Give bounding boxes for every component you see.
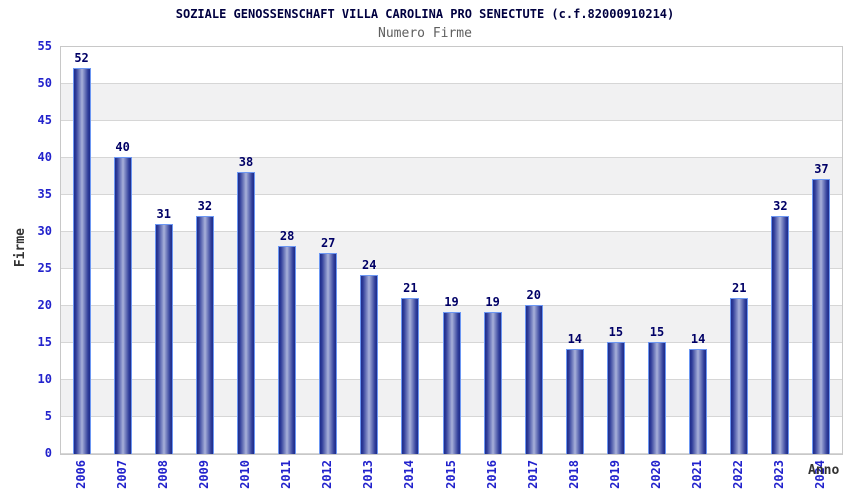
x-tick-label: 2008: [155, 460, 170, 489]
bar-value-label: 20: [526, 288, 541, 302]
bar-value-label: 15: [608, 325, 624, 339]
y-tick-label: 45: [37, 113, 52, 127]
y-tick-label: 20: [37, 298, 52, 312]
x-tick-label: 2006: [73, 460, 88, 489]
x-tick-label: 2014: [402, 460, 417, 489]
y-tick-label: 55: [37, 39, 52, 53]
bar: [113, 157, 132, 454]
bar-value-label: 14: [567, 332, 583, 347]
bar-value-label: 32: [773, 199, 788, 214]
y-tick-label: 10: [37, 372, 52, 386]
bar: [319, 253, 338, 454]
y-tick-label: 0: [44, 446, 52, 460]
bar: [72, 68, 91, 454]
y-tick-label: 30: [37, 224, 52, 238]
bar: [195, 216, 214, 454]
x-tick-label: 2015: [443, 460, 458, 489]
bar: [771, 216, 790, 454]
x-tick-label: 2007: [114, 460, 129, 489]
y-tick-label: 25: [37, 261, 52, 275]
y-tick-label: 40: [37, 150, 52, 164]
bar: [565, 349, 584, 454]
x-tick-label: 2023: [772, 460, 787, 489]
bar: [812, 179, 831, 454]
bar-value-label: 37: [814, 162, 829, 177]
bar-value-label: 40: [115, 140, 130, 154]
x-tick-label: 2019: [607, 460, 622, 489]
bar-value-label: 14: [690, 332, 706, 347]
bar: [154, 223, 173, 454]
x-tick-label: 2017: [525, 460, 540, 489]
bar: [278, 245, 297, 454]
x-tick-label: 2018: [566, 460, 581, 489]
chart-subtitle: Numero Firme: [378, 26, 472, 41]
y-tick-label: 5: [44, 409, 52, 423]
bar-value-label: 15: [649, 325, 665, 339]
bar-value-label: 32: [197, 199, 213, 214]
x-tick-label: 2022: [731, 460, 746, 489]
x-tick-label: 2011: [279, 460, 294, 489]
x-tick-label: 2009: [196, 460, 211, 489]
bar: [606, 342, 625, 454]
bar: [689, 349, 708, 454]
plot-area: 52 40 31 32 38 28 27 24 21 19 19 20 14 15 15 14 21 32 37: [60, 46, 843, 455]
bar: [648, 342, 667, 454]
bar-value-label: 31: [156, 206, 171, 221]
x-tick-label: 2013: [361, 460, 376, 489]
bar: [524, 305, 543, 454]
bar: [442, 312, 461, 454]
bar-value-label: 52: [74, 51, 89, 66]
x-tick-label: 2020: [649, 460, 664, 489]
x-axis-title: Anno: [808, 463, 840, 478]
bar-value-label: 21: [732, 280, 747, 295]
bar-value-label: 28: [279, 228, 295, 243]
bar-value-label: 19: [444, 295, 459, 310]
x-tick-label: 2016: [484, 460, 499, 489]
bar: [730, 297, 749, 454]
bar-value-label: 38: [238, 154, 254, 169]
bar: [401, 297, 420, 454]
y-tick-label: 35: [37, 187, 52, 201]
chart-title: SOZIALE GENOSSENSCHAFT VILLA CAROLINA PR…: [175, 7, 675, 21]
bar-value-label: 21: [403, 280, 418, 295]
y-tick-label: 15: [37, 335, 52, 349]
bar: [483, 312, 502, 454]
bar: [236, 171, 255, 454]
x-tick-label: 2021: [690, 460, 705, 489]
bar-value-label: 27: [320, 236, 336, 251]
x-tick-label: 2010: [237, 460, 252, 489]
bar-value-label: 24: [362, 258, 377, 273]
bar-value-label: 19: [485, 295, 500, 310]
x-tick-label: 2012: [320, 460, 335, 489]
y-tick-label: 50: [37, 76, 52, 90]
bar: [360, 275, 379, 454]
